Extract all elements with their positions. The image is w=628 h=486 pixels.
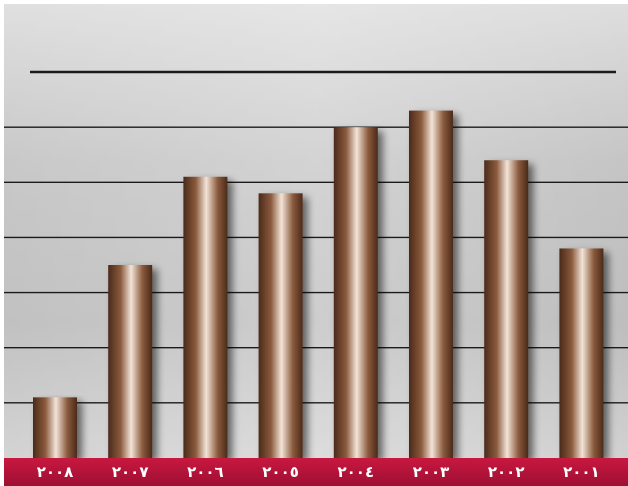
x-tick-label: ٢٠٠٦ xyxy=(187,463,224,481)
x-axis-ticks: ٢٠٠٨ ٢٠٠٧ ٢٠٠٦ ٢٠٠٥ ٢٠٠٤ ٢٠٠٣ ٢٠٠٢ ٢٠٠١ xyxy=(37,463,600,481)
bar xyxy=(484,160,529,458)
bar xyxy=(33,397,77,458)
x-tick-label: ٢٠٠٤ xyxy=(337,463,374,481)
x-axis-band xyxy=(4,458,628,486)
x-tick-label: ٢٠٠٥ xyxy=(262,463,299,481)
x-tick-label: ٢٠٠٣ xyxy=(413,463,450,481)
bar xyxy=(258,193,303,459)
bar xyxy=(559,248,604,458)
x-tick-label: ٢٠٠٨ xyxy=(37,463,74,481)
bar xyxy=(183,176,228,458)
x-tick-label: ٢٠٠٢ xyxy=(488,463,525,481)
bar xyxy=(409,110,453,458)
bar xyxy=(333,127,378,459)
x-tick-label: ٢٠٠٧ xyxy=(112,463,149,481)
x-tick-label: ٢٠٠١ xyxy=(563,463,600,481)
bar xyxy=(108,265,153,458)
bars xyxy=(33,110,604,459)
